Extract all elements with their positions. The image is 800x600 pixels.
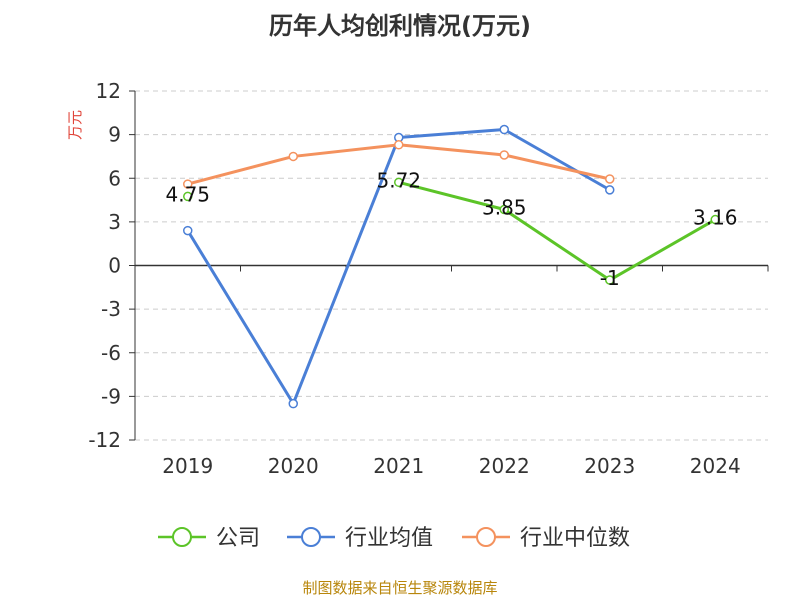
data-point[interactable] xyxy=(710,214,720,225)
x-tick-label: 2023 xyxy=(584,454,635,478)
y-tick-label: 6 xyxy=(108,166,121,190)
data-label: -1 xyxy=(600,266,620,290)
y-tick-label: -3 xyxy=(101,297,121,321)
data-point[interactable] xyxy=(288,151,298,162)
y-axis-title: 万元 xyxy=(66,110,84,140)
legend-marker xyxy=(301,527,321,547)
data-point[interactable] xyxy=(605,275,615,285)
data-label: 4.75 xyxy=(165,182,210,206)
legend: 公司 行业均值 行业中位数 xyxy=(158,526,630,551)
x-tick-label: 2024 xyxy=(690,454,741,478)
data-point[interactable] xyxy=(183,191,193,202)
legend-item-1[interactable]: 行业均值 xyxy=(287,526,433,551)
data-point[interactable] xyxy=(499,150,509,160)
y-tick-label: 9 xyxy=(108,123,121,147)
data-label: 3.85 xyxy=(482,196,527,220)
chart-title: 历年人均创利情况(万元) xyxy=(269,12,531,40)
series-line-0 xyxy=(398,180,716,282)
data-labels: 4.75 5.72 3.85 -1 3.16 xyxy=(165,168,737,290)
legend-marker xyxy=(476,527,496,547)
data-point[interactable] xyxy=(605,174,615,184)
legend-label: 行业均值 xyxy=(345,526,433,551)
x-tick-label: 2021 xyxy=(373,454,424,478)
x-tick-label: 2020 xyxy=(268,454,319,478)
y-tick-label: 3 xyxy=(108,210,121,234)
y-tick-label: 0 xyxy=(108,254,121,278)
data-point[interactable] xyxy=(183,225,193,236)
x-tick-label: 2019 xyxy=(162,454,213,478)
axes: 12 9 6 3 0 -3 -6 -9 -12 万元 2019 2020 2021 2022 2023 202… xyxy=(66,79,769,478)
x-tick-label: 2022 xyxy=(479,454,530,478)
data-point[interactable] xyxy=(605,185,615,195)
series-lines xyxy=(183,124,720,409)
legend-marker xyxy=(172,527,192,547)
legend-label: 公司 xyxy=(216,526,260,551)
legend-label: 行业中位数 xyxy=(520,526,630,551)
legend-item-2[interactable]: 行业中位数 xyxy=(462,526,630,551)
legend-item-0[interactable]: 公司 xyxy=(158,526,260,551)
data-point[interactable] xyxy=(183,179,193,189)
data-point[interactable] xyxy=(499,124,509,135)
y-tick-label: -6 xyxy=(101,341,121,365)
data-point[interactable] xyxy=(288,398,298,409)
data-point[interactable] xyxy=(394,177,404,188)
data-label: 3.16 xyxy=(693,206,738,230)
data-point[interactable] xyxy=(394,140,404,150)
source-footer: 制图数据来自恒生聚源数据库 xyxy=(302,579,498,597)
data-point[interactable] xyxy=(499,204,509,215)
y-tick-label: 12 xyxy=(96,79,121,103)
y-tick-label: -9 xyxy=(101,384,121,408)
y-tick-label: -12 xyxy=(88,428,121,452)
data-label: 5.72 xyxy=(376,168,421,192)
